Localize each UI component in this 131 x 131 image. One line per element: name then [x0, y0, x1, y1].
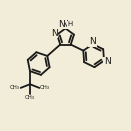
Text: N: N — [51, 29, 58, 38]
Text: N: N — [89, 37, 96, 46]
Text: CH₃: CH₃ — [10, 85, 20, 90]
Text: CH₃: CH₃ — [40, 85, 50, 90]
Text: N: N — [58, 20, 65, 29]
Text: H: H — [62, 20, 68, 29]
Text: N: N — [61, 20, 68, 29]
Text: N: N — [104, 57, 111, 66]
Text: CH₃: CH₃ — [25, 95, 35, 100]
Text: H: H — [67, 21, 72, 27]
